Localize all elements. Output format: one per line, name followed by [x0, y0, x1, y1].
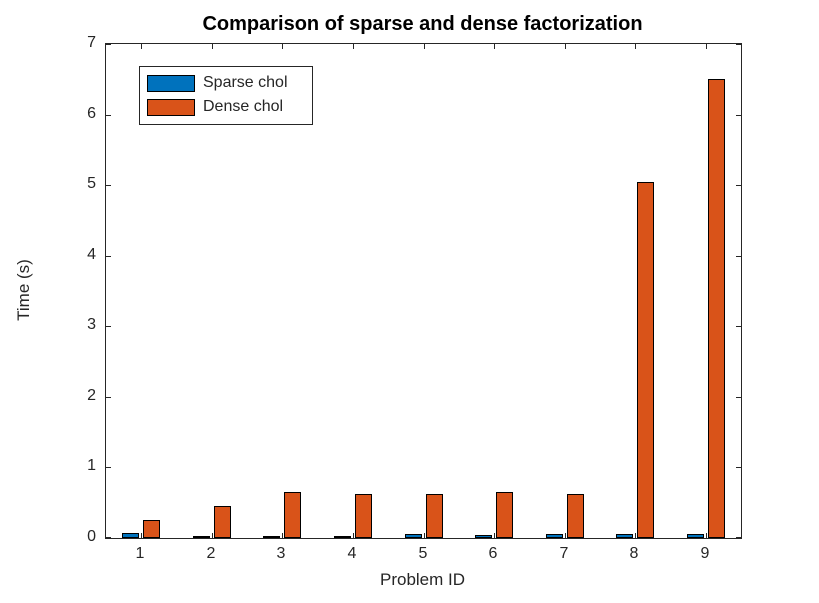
- y-tick-label: 1: [87, 457, 96, 474]
- y-tick-label: 2: [87, 387, 96, 404]
- x-tick: [212, 533, 213, 538]
- y-axis-label: Time (s): [14, 259, 33, 321]
- y-tick-label: 6: [87, 105, 96, 122]
- y-tick-label: 5: [87, 175, 96, 192]
- y-tick: [106, 537, 111, 538]
- x-tick: [141, 44, 142, 49]
- y-tick: [736, 115, 741, 116]
- y-tick: [736, 537, 741, 538]
- y-tick-label: 4: [87, 246, 96, 263]
- x-tick: [635, 44, 636, 49]
- x-tick-label: 4: [347, 545, 357, 562]
- x-tick-label: 1: [135, 545, 145, 562]
- x-tick: [565, 533, 566, 538]
- legend-label: Sparse chol: [203, 74, 288, 91]
- x-tick: [424, 44, 425, 49]
- bar-sparse-chol-5: [405, 534, 422, 538]
- bar-dense-chol-7: [567, 494, 584, 538]
- legend-row: Sparse chol: [140, 71, 312, 95]
- y-tick: [106, 326, 111, 327]
- x-tick: [141, 533, 142, 538]
- bar-sparse-chol-1: [122, 533, 139, 538]
- chart-title: Comparison of sparse and dense factoriza…: [202, 13, 643, 35]
- bar-dense-chol-9: [708, 79, 725, 538]
- legend: Sparse chol Dense chol: [139, 66, 313, 125]
- y-tick: [106, 397, 111, 398]
- legend-swatch-icon: [147, 98, 195, 116]
- legend-label: Dense chol: [203, 98, 284, 115]
- bar-sparse-chol-3: [263, 536, 280, 538]
- x-tick: [706, 44, 707, 49]
- x-tick-label: 9: [700, 545, 710, 562]
- plot-area: Sparse chol Dense chol: [105, 43, 742, 539]
- x-tick: [706, 533, 707, 538]
- bar-dense-chol-3: [284, 492, 301, 538]
- y-tick: [736, 185, 741, 186]
- legend-swatch-icon: [147, 74, 195, 92]
- y-tick: [736, 397, 741, 398]
- bar-sparse-chol-9: [687, 534, 704, 538]
- x-tick: [282, 44, 283, 49]
- y-tick: [106, 467, 111, 468]
- bar-sparse-chol-2: [193, 536, 210, 538]
- y-tick: [106, 44, 111, 45]
- x-tick-label: 7: [559, 545, 569, 562]
- y-tick-label: 7: [87, 34, 96, 51]
- x-tick-label: 2: [206, 545, 216, 562]
- y-tick: [106, 115, 111, 116]
- y-tick-label: 3: [87, 316, 96, 333]
- x-tick: [212, 44, 213, 49]
- bar-dense-chol-8: [637, 182, 654, 538]
- bar-dense-chol-1: [143, 520, 160, 538]
- bar-sparse-chol-4: [334, 536, 351, 538]
- bar-dense-chol-5: [426, 494, 443, 538]
- x-tick: [565, 44, 566, 49]
- y-tick: [736, 256, 741, 257]
- y-tick: [106, 256, 111, 257]
- x-tick: [282, 533, 283, 538]
- bar-dense-chol-4: [355, 494, 372, 538]
- x-tick-label: 3: [276, 545, 286, 562]
- x-tick: [424, 533, 425, 538]
- x-tick-label: 8: [629, 545, 639, 562]
- x-tick-label: 6: [488, 545, 498, 562]
- legend-row: Dense chol: [140, 95, 312, 119]
- x-tick: [353, 44, 354, 49]
- y-tick: [106, 185, 111, 186]
- bar-sparse-chol-8: [616, 534, 633, 538]
- y-tick: [736, 44, 741, 45]
- x-axis-label: Problem ID: [379, 570, 466, 589]
- bar-dense-chol-6: [496, 492, 513, 538]
- x-tick: [635, 533, 636, 538]
- bar-sparse-chol-6: [475, 535, 492, 538]
- bar-sparse-chol-7: [546, 534, 563, 538]
- x-tick: [494, 533, 495, 538]
- x-tick-label: 5: [418, 545, 428, 562]
- x-tick: [353, 533, 354, 538]
- x-tick: [494, 44, 495, 49]
- y-tick: [736, 326, 741, 327]
- y-tick-label: 0: [87, 528, 96, 545]
- y-tick: [736, 467, 741, 468]
- bar-dense-chol-2: [214, 506, 231, 538]
